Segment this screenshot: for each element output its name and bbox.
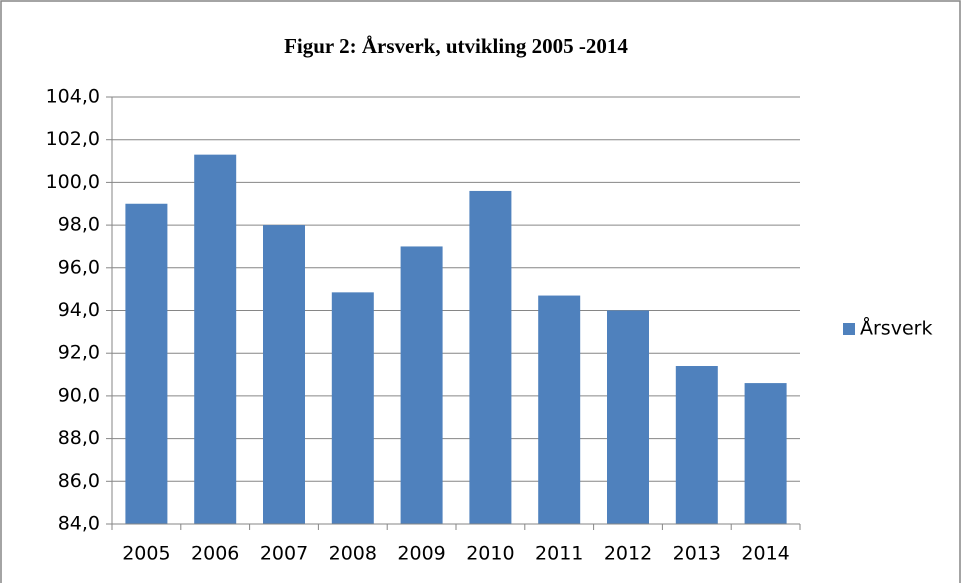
bar bbox=[538, 295, 581, 524]
y-tick-label: 104,0 bbox=[46, 86, 100, 108]
x-tick-label: 2009 bbox=[397, 543, 445, 565]
x-tick-label: 2012 bbox=[604, 543, 652, 565]
x-tick-label: 2014 bbox=[741, 543, 789, 565]
y-tick-label: 96,0 bbox=[58, 256, 100, 278]
bar bbox=[125, 203, 168, 524]
bar bbox=[331, 292, 374, 524]
y-tick-label: 102,0 bbox=[46, 128, 100, 150]
x-tick-label: 2011 bbox=[535, 543, 583, 565]
x-tick-label: 2008 bbox=[329, 543, 377, 565]
legend-label: Årsverk bbox=[860, 317, 932, 340]
y-tick-label: 98,0 bbox=[58, 214, 100, 236]
y-tick-label: 88,0 bbox=[58, 427, 100, 449]
y-tick-label: 92,0 bbox=[58, 342, 100, 364]
y-tick-label: 100,0 bbox=[46, 171, 100, 193]
y-tick-label: 86,0 bbox=[58, 470, 100, 492]
bar bbox=[675, 366, 718, 524]
bar bbox=[744, 383, 787, 524]
chart-title: Figur 2: Årsverk, utvikling 2005 -2014 bbox=[284, 34, 628, 58]
bar bbox=[400, 246, 443, 524]
legend-swatch bbox=[843, 323, 855, 335]
x-tick-label: 2013 bbox=[673, 543, 721, 565]
bar bbox=[607, 310, 649, 524]
bar bbox=[469, 190, 512, 524]
x-tick-label: 2006 bbox=[191, 543, 239, 565]
x-tick-label: 2010 bbox=[466, 543, 514, 565]
x-tick-label: 2007 bbox=[260, 543, 308, 565]
bar bbox=[194, 154, 237, 524]
bar bbox=[263, 225, 305, 524]
y-tick-label: 94,0 bbox=[58, 299, 100, 321]
y-tick-label: 90,0 bbox=[58, 384, 100, 406]
x-tick-label: 2005 bbox=[122, 543, 170, 565]
y-tick-label: 84,0 bbox=[58, 513, 100, 535]
